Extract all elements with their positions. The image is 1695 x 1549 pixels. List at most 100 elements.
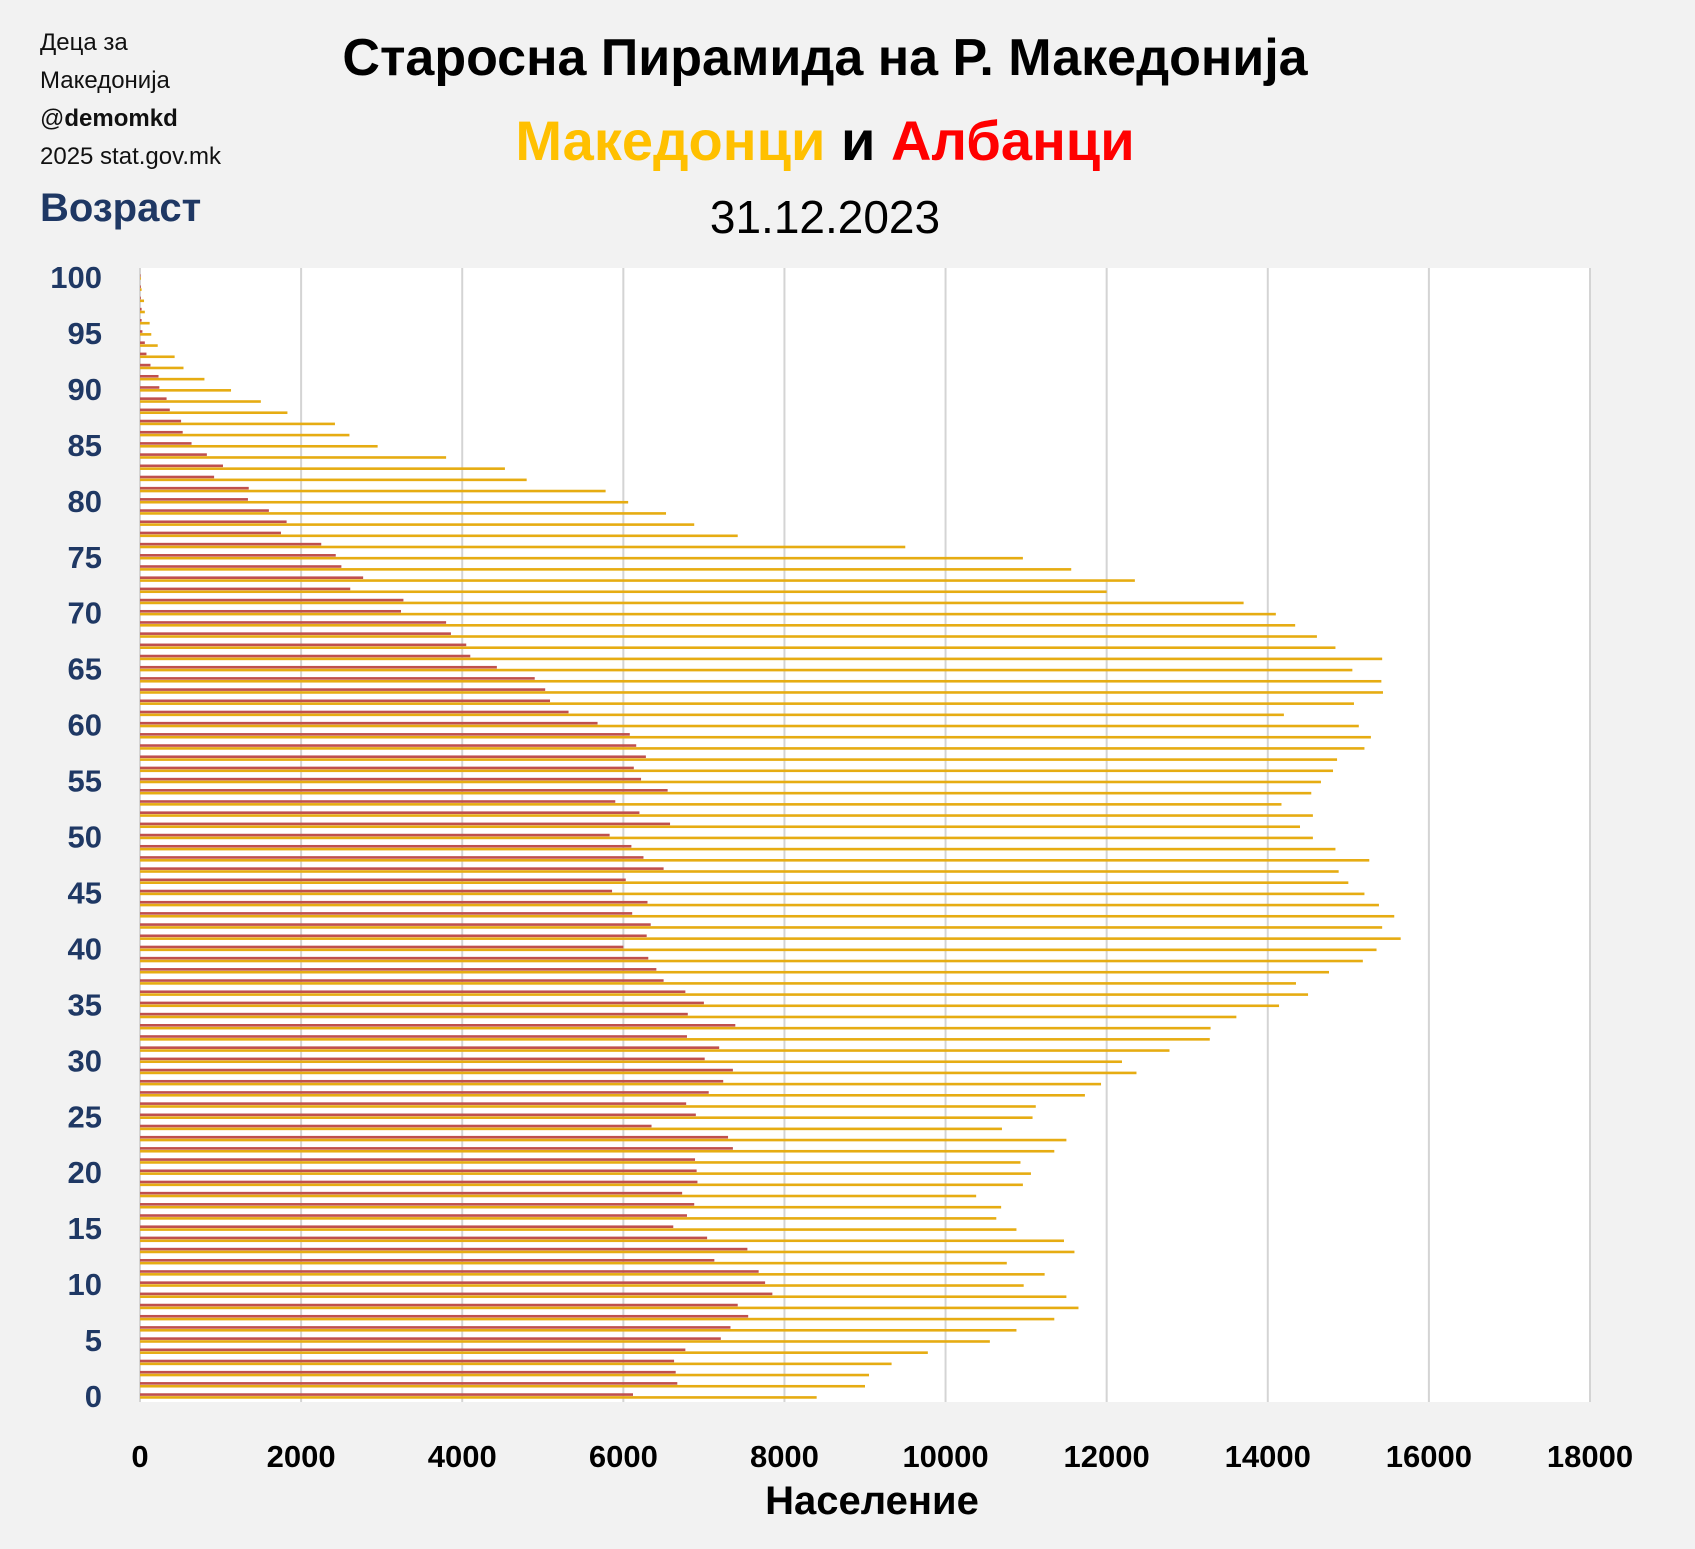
bar-macedonians-age-29 bbox=[140, 1071, 1137, 1075]
bar-macedonians-age-66 bbox=[140, 657, 1383, 661]
credit-line-2: Македонија bbox=[40, 67, 170, 94]
bar-macedonians-age-56 bbox=[140, 769, 1334, 773]
bar-macedonians-age-23 bbox=[140, 1138, 1067, 1142]
bar-macedonians-age-83 bbox=[140, 467, 505, 470]
bar-albanians-age-52 bbox=[140, 811, 640, 814]
bar-macedonians-age-78 bbox=[140, 523, 695, 526]
bar-macedonians-age-32 bbox=[140, 1038, 1210, 1041]
bar-albanians-age-1 bbox=[140, 1382, 678, 1385]
bar-macedonians-age-26 bbox=[140, 1105, 1036, 1108]
y-tick-label: 80 bbox=[68, 484, 102, 519]
y-tick-label: 20 bbox=[68, 1155, 102, 1190]
bar-albanians-age-92 bbox=[140, 363, 151, 367]
bar-albanians-age-20 bbox=[140, 1169, 697, 1173]
bar-macedonians-age-94 bbox=[140, 344, 158, 347]
bar-albanians-age-48 bbox=[140, 856, 644, 859]
bar-albanians-age-0 bbox=[140, 1393, 633, 1396]
bar-macedonians-age-82 bbox=[140, 478, 527, 482]
bar-macedonians-age-69 bbox=[140, 624, 1296, 627]
bar-albanians-age-56 bbox=[140, 766, 634, 770]
bar-albanians-age-77 bbox=[140, 531, 281, 535]
x-tick-label: 2000 bbox=[267, 1439, 336, 1474]
bar-albanians-age-13 bbox=[140, 1247, 748, 1251]
bar-macedonians-age-79 bbox=[140, 512, 667, 515]
bar-albanians-age-95 bbox=[140, 330, 143, 333]
bar-macedonians-age-93 bbox=[140, 355, 175, 359]
bar-macedonians-age-41 bbox=[140, 937, 1401, 940]
bar-macedonians-age-85 bbox=[140, 444, 378, 448]
bar-macedonians-age-37 bbox=[140, 982, 1296, 985]
bar-albanians-age-38 bbox=[140, 968, 657, 971]
bar-macedonians-age-88 bbox=[140, 411, 288, 415]
bar-albanians-age-96 bbox=[140, 319, 142, 322]
bar-albanians-age-57 bbox=[140, 755, 646, 759]
bar-albanians-age-67 bbox=[140, 643, 467, 647]
bar-albanians-age-76 bbox=[140, 542, 322, 546]
bar-macedonians-age-86 bbox=[140, 433, 350, 437]
bar-macedonians-age-4 bbox=[140, 1351, 928, 1354]
bar-macedonians-age-34 bbox=[140, 1015, 1237, 1019]
bar-albanians-age-32 bbox=[140, 1035, 687, 1038]
bar-albanians-age-99 bbox=[140, 285, 141, 289]
x-tick-label: 10000 bbox=[902, 1439, 988, 1474]
x-tick-labels: 0 2000 4000 6000 8000 10000 12000 14000 16000 180… bbox=[131, 1439, 1633, 1474]
bar-macedonians-age-42 bbox=[140, 926, 1383, 929]
bar-albanians-age-85 bbox=[140, 442, 192, 445]
y-tick-label: 15 bbox=[68, 1211, 102, 1246]
bar-macedonians-age-25 bbox=[140, 1116, 1033, 1119]
chart-subtitle: Македонци и Албанци bbox=[180, 108, 1470, 173]
bar-albanians-age-35 bbox=[140, 1001, 704, 1005]
credit-handle-name: demomkd bbox=[64, 105, 178, 132]
bar-albanians-age-73 bbox=[140, 576, 364, 579]
y-tick-label: 45 bbox=[68, 875, 102, 910]
bar-albanians-age-17 bbox=[140, 1203, 695, 1206]
bar-macedonians-age-17 bbox=[140, 1205, 1002, 1209]
y-axis-label: Возраст bbox=[40, 186, 202, 230]
bar-macedonians-age-18 bbox=[140, 1194, 977, 1198]
bar-albanians-age-10 bbox=[140, 1281, 766, 1284]
bar-albanians-age-81 bbox=[140, 486, 249, 490]
credit-handle: @demomkd bbox=[40, 100, 221, 138]
bar-albanians-age-12 bbox=[140, 1258, 715, 1262]
bar-albanians-age-49 bbox=[140, 844, 632, 848]
bar-macedonians-age-62 bbox=[140, 702, 1354, 705]
bar-albanians-age-66 bbox=[140, 654, 471, 658]
bar-macedonians-age-71 bbox=[140, 601, 1244, 605]
bar-macedonians-age-45 bbox=[140, 892, 1365, 896]
bar-macedonians-age-50 bbox=[140, 836, 1313, 840]
x-tick-label: 4000 bbox=[428, 1439, 497, 1474]
bar-albanians-age-90 bbox=[140, 386, 160, 389]
bar-albanians-age-21 bbox=[140, 1158, 696, 1161]
bar-albanians-age-25 bbox=[140, 1113, 696, 1117]
bar-albanians-age-4 bbox=[140, 1348, 686, 1352]
y-tick-label: 95 bbox=[68, 316, 102, 351]
bar-albanians-age-23 bbox=[140, 1135, 729, 1139]
bar-macedonians-age-46 bbox=[140, 881, 1349, 884]
bar-albanians-age-41 bbox=[140, 934, 647, 938]
bar-macedonians-age-36 bbox=[140, 993, 1309, 996]
bar-albanians-age-33 bbox=[140, 1024, 736, 1027]
bar-albanians-age-98 bbox=[140, 296, 141, 300]
credit-line-1: Деца за bbox=[40, 29, 128, 56]
bar-albanians-age-8 bbox=[140, 1303, 738, 1307]
bar-albanians-age-58 bbox=[140, 744, 637, 747]
bar-macedonians-age-31 bbox=[140, 1049, 1170, 1052]
bar-macedonians-age-19 bbox=[140, 1183, 1023, 1187]
bar-macedonians-age-99 bbox=[140, 288, 142, 291]
bar-macedonians-age-81 bbox=[140, 489, 606, 493]
bar-albanians-age-47 bbox=[140, 867, 664, 870]
bar-macedonians-age-72 bbox=[140, 590, 1107, 594]
bar-macedonians-age-67 bbox=[140, 646, 1336, 649]
bar-albanians-age-45 bbox=[140, 889, 613, 893]
y-tick-label: 30 bbox=[68, 1043, 102, 1078]
bar-macedonians-age-54 bbox=[140, 791, 1312, 795]
bar-albanians-age-44 bbox=[140, 900, 648, 904]
bar-albanians-age-69 bbox=[140, 621, 447, 624]
bar-albanians-age-18 bbox=[140, 1191, 683, 1195]
bar-macedonians-age-64 bbox=[140, 679, 1382, 683]
bar-macedonians-age-33 bbox=[140, 1026, 1211, 1030]
bar-macedonians-age-44 bbox=[140, 903, 1379, 907]
bar-macedonians-age-21 bbox=[140, 1161, 1021, 1164]
y-tick-labels: 0 5 10 15 20 25 30 35 40 45 50 55 60 65 70 75 80 85 90 95 10… bbox=[50, 260, 102, 1414]
bar-macedonians-age-90 bbox=[140, 389, 232, 392]
